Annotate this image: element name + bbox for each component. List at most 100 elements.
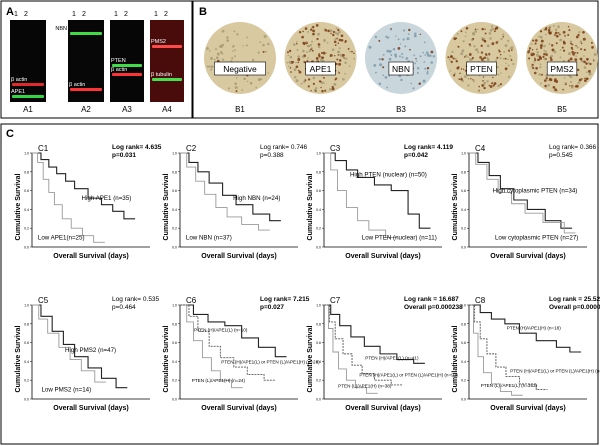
nucleus-dot: [423, 61, 426, 63]
nucleus-dot: [257, 51, 260, 54]
nucleus-dot: [510, 59, 513, 61]
nucleus-dot: [482, 79, 484, 82]
plot-id: C7: [330, 296, 341, 305]
nucleus-dot: [234, 55, 236, 58]
nucleus-dot: [426, 66, 430, 70]
y-tick-label: 0.0: [461, 398, 466, 402]
nucleus-dot: [576, 46, 579, 49]
nucleus-dot: [486, 44, 490, 48]
plot-id: C2: [186, 144, 197, 153]
nucleus-dot: [216, 56, 219, 59]
nucleus-dot: [478, 85, 480, 88]
core-name: PTEN: [470, 64, 493, 74]
x-axis-label: Overall Survival (days): [201, 405, 276, 412]
lane-label: 2: [124, 11, 128, 18]
blot-image: [150, 20, 184, 102]
nucleus-dot: [206, 47, 209, 50]
nucleus-dot: [329, 88, 332, 91]
nucleus-dot: [338, 30, 341, 34]
nucleus-dot: [534, 58, 537, 62]
nucleus-dot: [334, 79, 336, 81]
nucleus-dot: [548, 25, 552, 29]
nucleus-dot: [538, 35, 541, 38]
nucleus-dot: [484, 32, 487, 35]
nucleus-dot: [397, 47, 401, 50]
nucleus-dot: [459, 72, 461, 75]
nucleus-dot: [337, 71, 340, 73]
nucleus-dot: [567, 59, 570, 62]
nucleus-dot: [334, 37, 337, 41]
nucleus-dot: [486, 58, 490, 62]
nucleus-dot: [324, 89, 327, 92]
nucleus-dot: [569, 57, 573, 61]
nucleus-dot: [210, 56, 213, 60]
nucleus-dot: [233, 49, 236, 51]
y-tick-label: 1.0: [24, 304, 29, 308]
nucleus-dot: [575, 35, 579, 39]
nucleus-dot: [262, 50, 265, 53]
nucleus-dot: [554, 88, 558, 92]
y-tick-label: 0.0: [461, 246, 466, 250]
nucleus-dot: [450, 60, 453, 64]
survival-curve: [469, 152, 576, 234]
group-label: High APE1 (n=35): [82, 195, 132, 202]
nucleus-dot: [221, 53, 224, 55]
nucleus-dot: [221, 29, 225, 33]
nucleus-dot: [474, 30, 478, 33]
nucleus-dot: [536, 48, 538, 51]
nucleus-dot: [216, 52, 220, 56]
nucleus-dot: [337, 54, 340, 56]
nucleus-dot: [330, 32, 332, 35]
nucleus-dot: [483, 39, 486, 42]
nucleus-dot: [593, 53, 597, 56]
nucleus-dot: [480, 58, 484, 61]
y-tick-label: 0.6: [461, 341, 466, 345]
km-plot: Cumulative Survival 1.0 0.8 0.6 0.4 0.2 0.0 Ove…: [307, 144, 453, 260]
nucleus-dot: [413, 34, 417, 38]
nucleus-dot: [509, 47, 511, 49]
nucleus-dot: [337, 50, 341, 53]
p-value: Overall p=0.000238: [404, 304, 463, 311]
survival-curve: [32, 304, 128, 389]
nucleus-dot: [353, 52, 355, 54]
tissue-core: [365, 22, 437, 94]
nucleus-dot: [378, 58, 381, 61]
nucleus-dot: [419, 55, 422, 58]
nucleus-dot: [390, 28, 393, 31]
survival-curve: [32, 304, 106, 383]
nucleus-dot: [567, 52, 571, 56]
nucleus-dot: [549, 56, 552, 59]
nucleus-dot: [483, 86, 486, 90]
nucleus-dot: [499, 83, 502, 86]
nucleus-dot: [530, 53, 534, 57]
blot-band: [12, 95, 44, 98]
km-plot: Cumulative Survival 1.0 0.8 0.6 0.4 0.2 0.0 Ove…: [452, 144, 597, 260]
nucleus-dot: [340, 39, 344, 42]
nucleus-dot: [296, 41, 298, 43]
nucleus-dot: [562, 59, 566, 63]
nucleus-dot: [470, 78, 472, 80]
nucleus-dot: [512, 62, 515, 66]
nucleus-dot: [533, 61, 536, 63]
plot-id: C6: [186, 296, 197, 305]
nucleus-dot: [507, 49, 511, 52]
nucleus-dot: [399, 43, 402, 45]
nucleus-dot: [305, 41, 307, 43]
nucleus-dot: [540, 39, 544, 43]
band-label: PMS2: [151, 39, 166, 45]
nucleus-dot: [320, 86, 322, 89]
nucleus-dot: [558, 33, 561, 36]
nucleus-dot: [327, 29, 330, 33]
group-label: PTEN (H)/APE1(L) (n=10): [194, 327, 248, 332]
nucleus-dot: [535, 66, 538, 70]
nucleus-dot: [310, 48, 312, 51]
nucleus-dot: [301, 55, 305, 58]
nucleus-dot: [323, 39, 326, 42]
nucleus-dot: [332, 33, 335, 37]
nucleus-dot: [500, 37, 503, 41]
y-tick-label: 1.0: [172, 152, 177, 156]
nucleus-dot: [577, 81, 581, 84]
blot-id: A2: [81, 105, 91, 114]
nucleus-dot: [495, 41, 499, 44]
nucleus-dot: [502, 33, 505, 36]
